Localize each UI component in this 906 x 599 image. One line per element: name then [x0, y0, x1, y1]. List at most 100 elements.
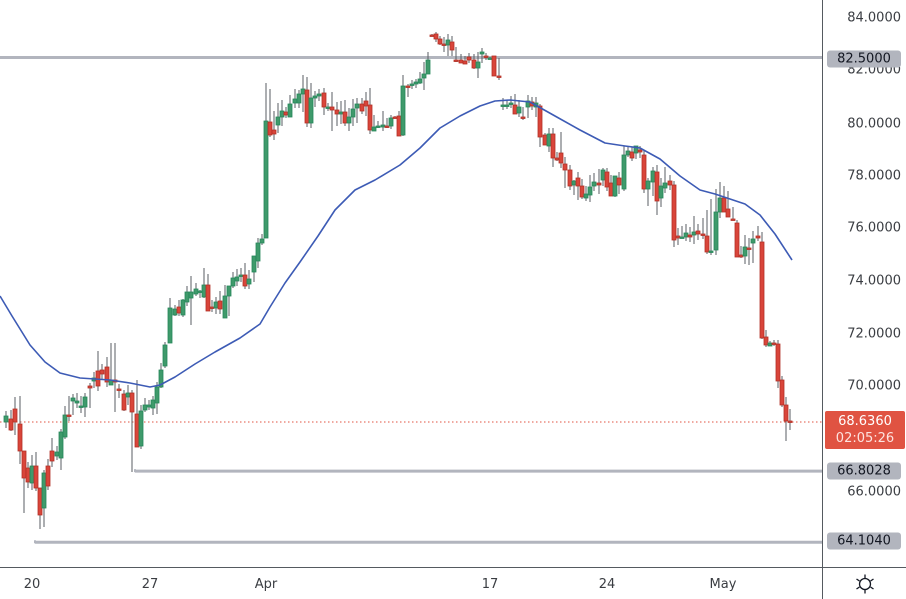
candle [142, 398, 148, 412]
candle [308, 83, 314, 128]
candle [267, 89, 273, 137]
candle [54, 446, 60, 460]
candle [525, 95, 531, 118]
candle [629, 147, 635, 161]
candle [621, 146, 627, 191]
candle [550, 128, 556, 167]
price-tick: 72.0000 [847, 326, 901, 342]
candle [154, 382, 160, 414]
candle [108, 343, 114, 386]
candle [562, 157, 568, 188]
candle [409, 80, 415, 89]
candle [504, 100, 510, 109]
candle [33, 452, 39, 491]
candle [8, 410, 14, 431]
candle [129, 390, 135, 472]
candle [746, 238, 752, 265]
candle [413, 79, 419, 88]
candle [321, 88, 327, 115]
candle [350, 99, 356, 126]
candle [25, 462, 31, 488]
candle [608, 175, 614, 197]
candle [734, 220, 740, 258]
candle [483, 53, 489, 60]
candle [596, 169, 602, 194]
candle [417, 72, 423, 84]
candle [363, 92, 369, 116]
candle [70, 394, 76, 415]
candle [516, 100, 522, 117]
time-label: 24 [598, 577, 616, 592]
candle [520, 107, 526, 120]
candle [167, 298, 173, 344]
candle [354, 98, 360, 123]
candle [462, 56, 468, 65]
candle [658, 178, 664, 207]
candle [759, 232, 765, 339]
candle [466, 53, 472, 63]
candle [82, 393, 88, 417]
candle [750, 231, 756, 263]
level-tag-66-8028[interactable]: 66.8028 [827, 462, 901, 480]
candle [384, 118, 390, 128]
candle [334, 102, 340, 126]
candle [396, 111, 402, 137]
candle [449, 36, 455, 56]
price-tick: 74.0000 [847, 273, 901, 289]
candle [767, 341, 773, 347]
candle [230, 272, 236, 288]
candle [66, 396, 72, 421]
candle [425, 52, 431, 75]
candle [21, 450, 27, 513]
candle [554, 152, 560, 161]
candle [138, 405, 144, 449]
candle [433, 32, 439, 42]
candle [491, 55, 497, 77]
level-tag-82-5[interactable]: 82.5000 [827, 50, 901, 68]
price-axis[interactable]: 84.0000 82.0000 80.0000 78.0000 76.0000 … [822, 0, 906, 568]
candle [49, 438, 55, 467]
time-label: Apr [254, 577, 278, 592]
candle [600, 168, 606, 186]
candle [62, 406, 68, 439]
candle [45, 459, 51, 490]
candle [116, 384, 122, 398]
candle [700, 218, 706, 239]
candle [755, 226, 761, 241]
candle [217, 291, 223, 314]
candle [41, 470, 47, 527]
candle [616, 172, 622, 194]
candle [679, 226, 685, 239]
candle [150, 396, 156, 415]
candle [591, 173, 597, 191]
candle [508, 96, 514, 108]
candle [691, 216, 697, 244]
candle [604, 168, 610, 191]
candle [742, 235, 748, 264]
candle [329, 92, 335, 131]
candle [675, 228, 681, 245]
candle [201, 268, 207, 298]
candle [246, 270, 252, 289]
candle [388, 115, 394, 129]
candle [197, 290, 203, 298]
time-axis[interactable]: 20 27 Apr 17 24 May [0, 567, 822, 599]
candle [91, 372, 97, 388]
chart-settings-button[interactable] [822, 567, 906, 599]
candle [287, 95, 293, 118]
candle [717, 182, 723, 218]
candle [453, 47, 459, 62]
candle [738, 246, 744, 258]
candle [112, 343, 118, 412]
candle [255, 238, 261, 268]
candle [445, 34, 451, 56]
candlestick-chart[interactable] [0, 0, 822, 568]
candle [441, 37, 447, 52]
candle [779, 376, 785, 407]
candle [380, 111, 386, 131]
candle [316, 89, 322, 101]
chart-pane[interactable] [0, 0, 822, 568]
candle [687, 227, 693, 242]
level-tag-64-104[interactable]: 64.1040 [827, 532, 901, 550]
candle [251, 255, 257, 282]
